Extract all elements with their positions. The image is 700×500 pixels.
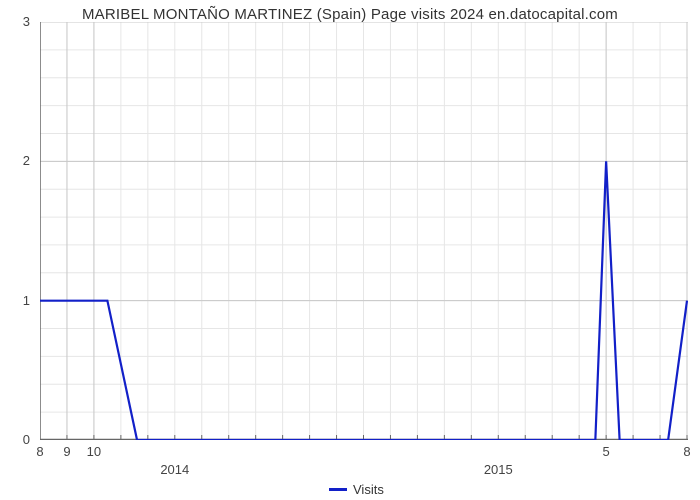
x-tick-label: 5 <box>591 444 621 459</box>
y-tick-label: 2 <box>0 153 30 168</box>
legend-swatch <box>329 488 347 491</box>
x-tick-label: 9 <box>52 444 82 459</box>
x-tick-label: 8 <box>25 444 55 459</box>
visits-line-chart <box>40 22 688 440</box>
x-group-label: 2014 <box>145 462 205 477</box>
legend-label: Visits <box>353 482 384 497</box>
y-tick-label: 1 <box>0 293 30 308</box>
legend: Visits <box>329 482 384 497</box>
x-tick-label: 8 <box>672 444 700 459</box>
chart-title: MARIBEL MONTAÑO MARTINEZ (Spain) Page vi… <box>0 6 700 23</box>
x-tick-label: 10 <box>79 444 109 459</box>
x-group-label: 2015 <box>468 462 528 477</box>
y-tick-label: 3 <box>0 14 30 29</box>
